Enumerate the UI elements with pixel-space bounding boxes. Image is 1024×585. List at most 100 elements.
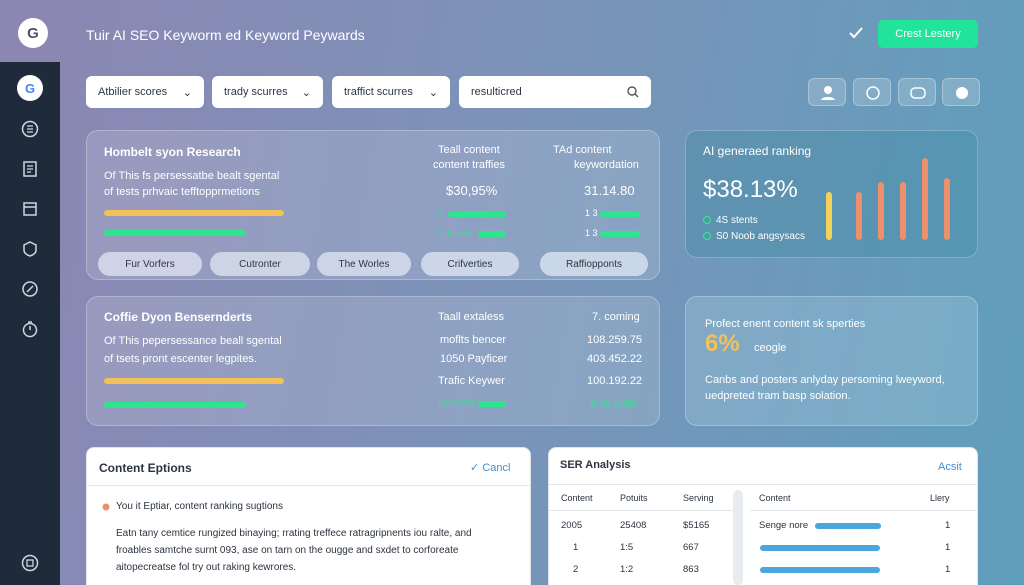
- toolbar-button[interactable]: [853, 78, 891, 106]
- page-title: Tuir AI SEO Keyworm ed Keyword Peywards: [86, 27, 365, 43]
- body-text: aitopecreatse fol try out raking kewrore…: [116, 562, 297, 573]
- chevron: ⌄: [301, 86, 311, 99]
- filter-dropdown[interactable]: trady scurres ⌄: [212, 76, 323, 108]
- nav-icon[interactable]: [21, 554, 39, 572]
- value-note: ceogle: [754, 342, 787, 354]
- panel-action[interactable]: Acsit: [938, 461, 962, 473]
- tag-pill[interactable]: Crifverties: [421, 252, 519, 276]
- content-options-panel: [86, 447, 531, 585]
- card-title: Profect enent content sk sperties: [705, 318, 866, 330]
- table-cell: 667: [683, 542, 699, 553]
- decorative-bars: [826, 158, 950, 240]
- chevron: ⌄: [182, 86, 192, 99]
- cell-bar: [760, 567, 880, 573]
- table-header: Serving: [683, 493, 714, 503]
- column-heading: Teall content: [438, 144, 500, 156]
- legend-text: 4S stents: [716, 215, 758, 226]
- tag-pill[interactable]: The Worles: [317, 252, 411, 276]
- progress-bar: [104, 210, 284, 216]
- row-label: Trafic Keywer: [438, 375, 505, 387]
- nav-icon[interactable]: [21, 320, 39, 338]
- progress-bar: [600, 231, 640, 237]
- row-label: 1 3: [585, 208, 598, 218]
- row-value: 100.192.22: [587, 375, 643, 387]
- primary-button[interactable]: Crest Lestery: [878, 20, 978, 48]
- table-header: Content: [561, 493, 593, 503]
- table-cell: 2005: [561, 520, 583, 531]
- nav-icon[interactable]: [21, 240, 39, 258]
- chevron: ⌄: [428, 86, 438, 99]
- row-value: 403.452.22: [587, 353, 643, 365]
- big-value: $38.13%: [703, 176, 798, 203]
- sidebar: G: [0, 62, 60, 585]
- logo-letter: G: [27, 25, 39, 42]
- column-value: $30,95%: [446, 183, 498, 198]
- card-text: uedpreted tram basp solation.: [705, 390, 851, 402]
- big-value: 6%: [705, 330, 740, 357]
- row-label: 3: [438, 208, 444, 218]
- profit-card: [685, 296, 978, 426]
- tag-pill[interactable]: Fur Vorfers: [98, 252, 202, 276]
- row-value: 9 4o 0.69: [590, 398, 636, 410]
- card-text: Canbs and posters anlyday persoming lwey…: [705, 374, 945, 386]
- divider: [86, 485, 531, 486]
- table-cell: 1: [945, 520, 951, 531]
- column-heading: content traffies: [433, 159, 505, 171]
- table-cell: 25408: [620, 520, 647, 531]
- nav-icon[interactable]: [21, 280, 39, 298]
- row-label: Contrete: [438, 398, 477, 409]
- table-cell: Senge nore: [759, 520, 809, 531]
- legend-text: S0 Noob angsysacs: [716, 231, 805, 242]
- nav-icon[interactable]: [21, 160, 39, 178]
- body-text: froables samtche surnt 093, ase on tarn …: [116, 545, 459, 556]
- progress-bar: [478, 231, 506, 237]
- table-cell: 1: [573, 542, 579, 553]
- check-icon[interactable]: [848, 26, 864, 40]
- search-box[interactable]: resulticred: [459, 76, 651, 108]
- card-title: Coffie Dyon Bensernderts: [104, 310, 253, 324]
- progress-bar: [600, 211, 640, 217]
- sidebar-logo-letter: G: [25, 81, 35, 96]
- table-cell: 863: [683, 564, 699, 575]
- progress-bar: [104, 378, 284, 384]
- scrollbar[interactable]: [733, 490, 743, 585]
- nav-icon[interactable]: [21, 120, 39, 138]
- divider: [548, 510, 733, 511]
- table-cell: 1: [945, 564, 951, 575]
- card-title: Hombelt syon Research: [104, 145, 241, 159]
- card-text: of tests prhvaic tefftopprmetions: [104, 186, 260, 198]
- table-cell: 1: [945, 542, 951, 553]
- legend-dots: [703, 215, 712, 241]
- filter-dropdown[interactable]: traffict scurres ⌄: [332, 76, 450, 108]
- filter-label: Atbilier scores: [98, 86, 168, 98]
- toolbar-button[interactable]: [942, 78, 980, 106]
- bullet: [102, 503, 110, 511]
- row-value: 108.259.75: [587, 334, 643, 346]
- table-header: Content: [759, 493, 791, 503]
- column-value: 31.14.80: [584, 183, 635, 198]
- table-cell: 2: [573, 564, 579, 575]
- tag-pill[interactable]: Raffiopponts: [540, 252, 648, 276]
- sidebar-logo[interactable]: G: [16, 74, 44, 102]
- table-cell: 1:5: [620, 542, 634, 553]
- table-header: Llery: [930, 493, 950, 503]
- card-text: of tsets pront escenter legpites.: [104, 353, 257, 365]
- search-text: resulticred: [471, 86, 522, 98]
- table-cell: $5165: [683, 520, 710, 531]
- toolbar-button[interactable]: [898, 78, 936, 106]
- card-title: AI generaed ranking: [703, 144, 812, 158]
- logo[interactable]: G: [17, 17, 49, 49]
- row-label: 1 3: [585, 228, 598, 238]
- tag-pill[interactable]: Cutronter: [210, 252, 310, 276]
- column-heading: TAd content: [553, 144, 612, 156]
- cell-bar: [760, 545, 880, 551]
- filter-label: trady scurres: [224, 86, 288, 98]
- panel-action[interactable]: ✓ Cancl: [470, 462, 511, 474]
- filter-label: traffict scurres: [344, 86, 413, 98]
- panel-title: SER Analysis: [560, 459, 631, 471]
- filter-dropdown[interactable]: Atbilier scores ⌄: [86, 76, 204, 108]
- table-header: Potuits: [620, 493, 648, 503]
- nav-icon[interactable]: [21, 200, 39, 218]
- toolbar-button[interactable]: [808, 78, 846, 106]
